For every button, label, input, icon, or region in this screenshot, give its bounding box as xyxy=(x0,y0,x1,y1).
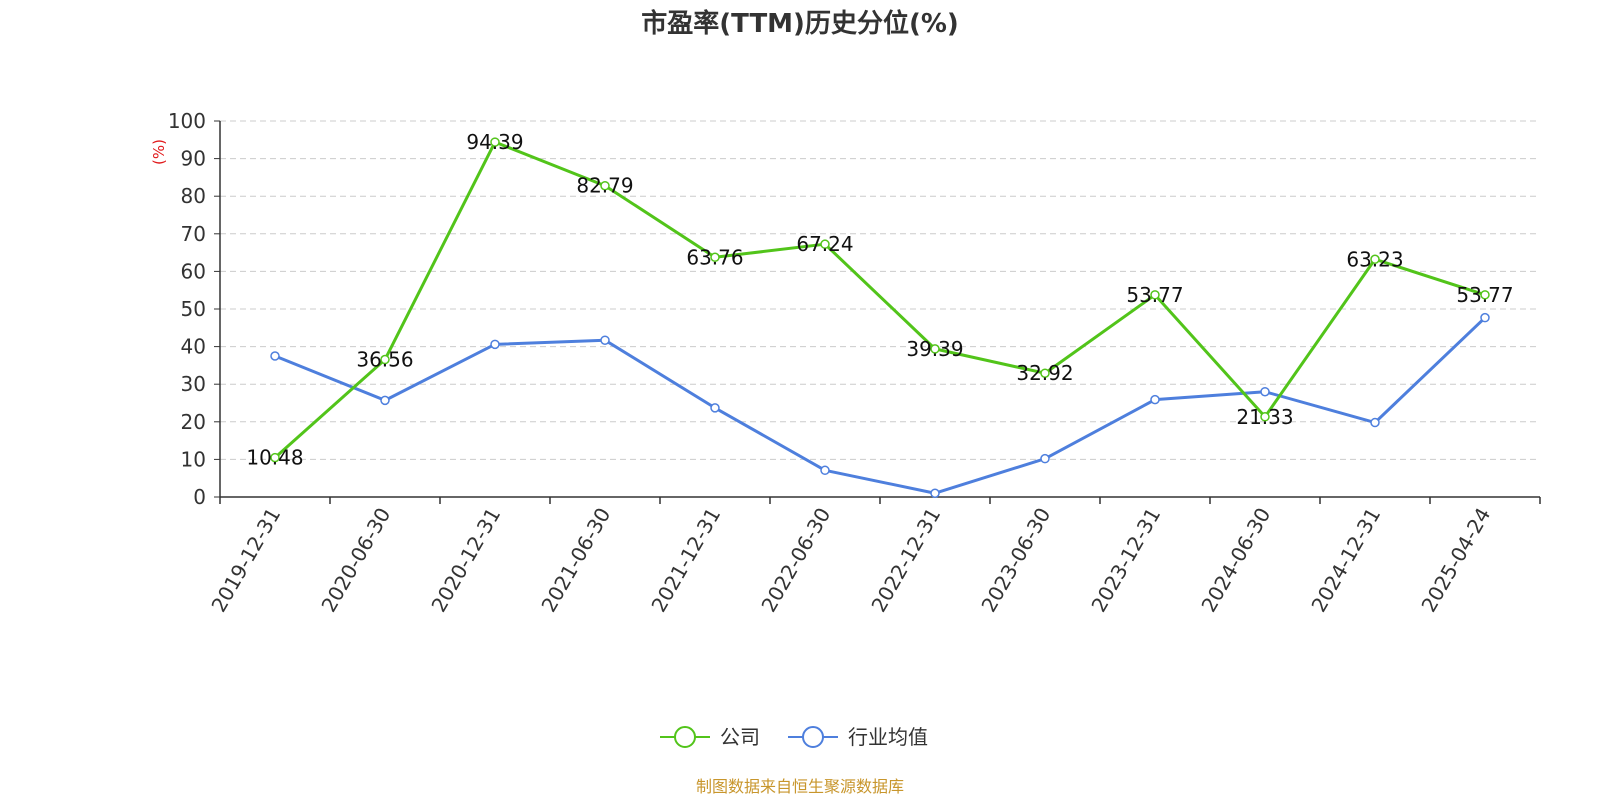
data-point-company xyxy=(1260,412,1270,422)
legend-item-company[interactable]: 公司 xyxy=(660,725,760,749)
data-point-company xyxy=(1150,290,1160,300)
x-tick-label: 2023-06-30 xyxy=(976,504,1055,617)
legend-company-marker xyxy=(674,726,696,748)
data-point-company xyxy=(710,252,720,263)
y-tick-label: 40 xyxy=(181,335,206,359)
x-tick-label: 2024-06-30 xyxy=(1196,504,1275,617)
y-axis-unit-label: (%) xyxy=(150,139,168,165)
data-point-company xyxy=(380,354,390,365)
y-tick-label: 60 xyxy=(181,259,206,283)
source-note: 制图数据来自恒生聚源数据库 xyxy=(696,777,904,796)
data-point-industry xyxy=(1260,386,1270,397)
y-tick-label: 90 xyxy=(181,147,206,171)
series xyxy=(270,137,1490,498)
y-tick-label: 100 xyxy=(168,109,206,133)
legend-industry-label: 行业均值 xyxy=(848,725,928,749)
data-point-industry xyxy=(1480,312,1490,323)
data-point-industry xyxy=(380,395,390,406)
data-label-company: 53.77 xyxy=(1456,283,1513,307)
data-label-company: 10.48 xyxy=(246,446,303,470)
data-point-company xyxy=(1040,368,1050,378)
data-label-company: 36.56 xyxy=(356,348,413,372)
data-label-company: 32.92 xyxy=(1016,361,1073,385)
data-label-company: 94.39 xyxy=(466,130,523,154)
x-tick-label: 2020-06-30 xyxy=(316,504,395,617)
data-point-company xyxy=(270,452,280,463)
x-tick-label: 2022-06-30 xyxy=(756,504,835,617)
series-line-industry xyxy=(274,316,1487,495)
data-point-industry xyxy=(490,339,500,350)
data-point-industry xyxy=(710,403,720,413)
x-tick-label: 2019-12-31 xyxy=(206,504,285,617)
y-tick-label: 50 xyxy=(181,297,206,321)
chart-title: 市盈率(TTM)历史分位(%) xyxy=(641,8,959,39)
data-point-industry xyxy=(820,465,830,476)
y-tick-label: 20 xyxy=(181,410,206,434)
data-point-company xyxy=(490,137,500,147)
data-label-company: 63.23 xyxy=(1346,247,1403,271)
data-point-company xyxy=(820,239,830,249)
data-point-industry xyxy=(1150,394,1160,405)
data-point-industry xyxy=(1370,417,1380,428)
x-tick-label: 2021-06-30 xyxy=(536,504,615,617)
data-point-industry xyxy=(270,351,280,361)
data-point-company xyxy=(1480,290,1490,300)
data-point-company xyxy=(1370,254,1380,265)
legend-company-label: 公司 xyxy=(720,725,760,749)
y-tick-label: 0 xyxy=(193,485,206,509)
data-point-company xyxy=(600,180,610,191)
legend-industry-marker xyxy=(802,726,824,748)
data-label-company: 67.24 xyxy=(796,232,853,256)
data-label-company: 82.79 xyxy=(576,174,633,198)
x-tick-label: 2022-12-31 xyxy=(866,504,945,617)
data-label-company: 63.76 xyxy=(686,245,743,269)
y-tick-label: 30 xyxy=(181,372,206,396)
series-line-company xyxy=(274,140,1486,459)
x-tick-label: 2020-12-31 xyxy=(426,504,505,617)
x-tick-label: 2025-04-24 xyxy=(1416,504,1495,617)
gridlines xyxy=(220,120,1540,460)
y-tick-label: 10 xyxy=(181,447,206,471)
data-labels: 10.48 36.56 94.39 82.79 63.76 67.24 39.39 32.92… xyxy=(246,130,1513,470)
data-label-company: 53.77 xyxy=(1126,283,1183,307)
y-tick-label: 80 xyxy=(181,184,206,208)
data-point-industry xyxy=(1040,453,1050,464)
data-label-company: 21.33 xyxy=(1236,405,1293,429)
x-tick-label: 2023-12-31 xyxy=(1086,504,1165,617)
data-point-industry xyxy=(600,335,610,345)
x-tick-label: 2024-12-31 xyxy=(1306,504,1385,617)
y-tick-label: 70 xyxy=(181,222,206,246)
data-point-industry xyxy=(930,488,940,498)
x-tick-label: 2021-12-31 xyxy=(646,504,725,617)
data-label-company: 39.39 xyxy=(906,337,963,361)
legend: 公司 行业均值 xyxy=(660,725,928,749)
data-point-company xyxy=(930,344,940,354)
legend-item-industry[interactable]: 行业均值 xyxy=(788,725,928,749)
